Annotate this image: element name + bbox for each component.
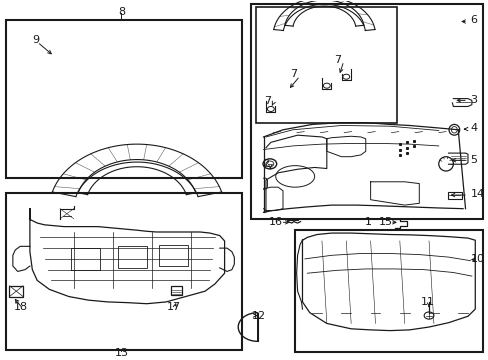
Text: 18: 18 [14, 302, 28, 312]
Text: 11: 11 [420, 297, 434, 307]
Text: 7: 7 [334, 55, 341, 65]
Text: 2: 2 [262, 159, 269, 169]
Bar [447, 192, 461, 199]
Bar [117, 246, 146, 268]
Text: 1: 1 [364, 217, 371, 227]
Text: 13: 13 [114, 348, 128, 358]
Text: 8: 8 [118, 7, 125, 17]
Text: 17: 17 [166, 302, 180, 312]
Text: 10: 10 [469, 254, 484, 264]
Bar [171, 286, 182, 295]
Text: 4: 4 [469, 123, 477, 133]
Bar [5, 193, 241, 350]
Text: 12: 12 [251, 311, 265, 320]
Text: 15: 15 [378, 217, 392, 227]
Bar [5, 21, 241, 178]
Text: 7: 7 [290, 69, 297, 79]
Bar [295, 230, 482, 352]
Text: 7: 7 [263, 96, 270, 106]
Bar [9, 286, 23, 297]
Text: 5: 5 [469, 155, 476, 165]
Text: 9: 9 [32, 35, 40, 45]
Text: 6: 6 [469, 15, 476, 26]
Text: 14: 14 [469, 189, 484, 199]
Bar [256, 7, 397, 123]
Bar [71, 248, 100, 270]
Text: 3: 3 [469, 95, 476, 105]
Bar [251, 4, 482, 220]
Text: 16: 16 [268, 217, 283, 227]
Bar [159, 244, 188, 266]
